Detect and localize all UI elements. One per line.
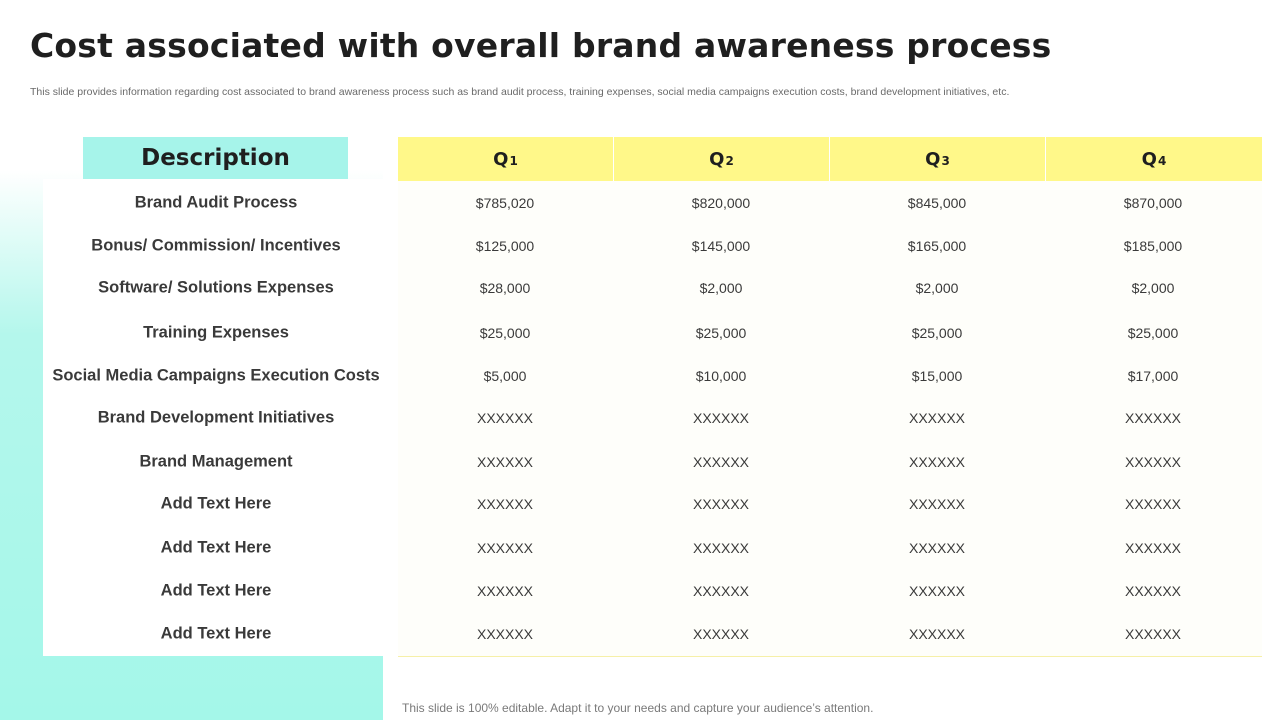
value-cell: $5,000: [483, 368, 527, 384]
row-label: Add Text Here: [160, 538, 272, 557]
description-column: Brand Audit Process Bonus/ Commission/ In…: [43, 179, 383, 656]
quarter-header-number: 4: [1157, 154, 1167, 168]
value-cell: $25,000: [695, 325, 747, 341]
value-cell: XXXXXX: [692, 540, 750, 556]
value-cell: $10,000: [695, 368, 747, 384]
value-cell: $125,000: [475, 238, 535, 254]
row-label: Add Text Here: [160, 581, 272, 600]
value-cell: $845,000: [907, 195, 967, 211]
value-cell: $185,000: [1123, 238, 1183, 254]
value-cell: $820,000: [691, 195, 751, 211]
row-label: Training Expenses: [143, 323, 289, 342]
value-cell: $2,000: [699, 280, 743, 296]
quarter-header-letter: Q: [493, 148, 509, 170]
value-cell: XXXXXX: [908, 626, 966, 642]
value-cell: $25,000: [479, 325, 531, 341]
value-cell: XXXXXX: [476, 540, 534, 556]
quarter-header-number: 2: [725, 154, 734, 168]
quarter-header-letter: Q: [925, 148, 941, 170]
row-label: Brand Development Initiatives: [97, 408, 335, 427]
value-cell: $145,000: [691, 238, 751, 254]
values-table: $785,020 $820,000 $845,000 $870,000 $125,000…: [398, 181, 1262, 657]
value-cell: $870,000: [1123, 195, 1183, 211]
row-label: Brand Management: [139, 452, 293, 471]
value-cell: XXXXXX: [1124, 496, 1182, 512]
value-cell: XXXXXX: [908, 496, 966, 512]
value-cell: XXXXXX: [1124, 410, 1182, 426]
value-cell: XXXXXX: [476, 454, 534, 470]
slide-subtitle: This slide provides information regardin…: [30, 86, 1010, 98]
value-cell: $2,000: [1131, 280, 1175, 296]
value-cell: XXXXXX: [692, 626, 750, 642]
row-label: Add Text Here: [160, 624, 272, 643]
value-cell: XXXXXX: [476, 626, 534, 642]
value-cell: XXXXXX: [908, 540, 966, 556]
row-label: Add Text Here: [160, 494, 272, 513]
row-label: Bonus/ Commission/ Incentives: [91, 236, 341, 255]
value-cell: $15,000: [911, 368, 963, 384]
quarter-header-letter: Q: [709, 148, 725, 170]
value-cell: XXXXXX: [908, 410, 966, 426]
value-cell: XXXXXX: [908, 583, 966, 599]
value-cell: XXXXXX: [692, 454, 750, 470]
value-cell: $785,020: [475, 195, 535, 211]
value-cell: XXXXXX: [476, 496, 534, 512]
description-header: Description: [83, 137, 348, 179]
value-cell: $28,000: [479, 280, 531, 296]
value-cell: XXXXXX: [476, 410, 534, 426]
value-cell: $2,000: [915, 280, 959, 296]
row-label: Social Media Campaigns Execution Costs: [52, 366, 380, 385]
value-cell: $25,000: [911, 325, 963, 341]
value-cell: XXXXXX: [692, 583, 750, 599]
value-cell: XXXXXX: [476, 583, 534, 599]
row-label: Software/ Solutions Expenses: [98, 278, 334, 297]
quarter-header-number: 1: [509, 154, 518, 168]
row-label: Brand Audit Process: [134, 193, 298, 212]
value-cell: XXXXXX: [1124, 583, 1182, 599]
value-cell: $17,000: [1127, 368, 1179, 384]
value-cell: $25,000: [1127, 325, 1179, 341]
value-cell: XXXXXX: [908, 454, 966, 470]
value-cell: XXXXXX: [1124, 626, 1182, 642]
value-cell: XXXXXX: [692, 410, 750, 426]
value-cell: $165,000: [907, 238, 967, 254]
quarter-header-letter: Q: [1141, 148, 1157, 170]
value-cell: XXXXXX: [1124, 540, 1182, 556]
slide-footer: This slide is 100% editable. Adapt it to…: [402, 701, 874, 715]
value-cell: XXXXXX: [1124, 454, 1182, 470]
slide-title: Cost associated with overall brand aware…: [30, 26, 1052, 65]
value-cell: XXXXXX: [692, 496, 750, 512]
quarter-header-number: 3: [941, 154, 950, 168]
